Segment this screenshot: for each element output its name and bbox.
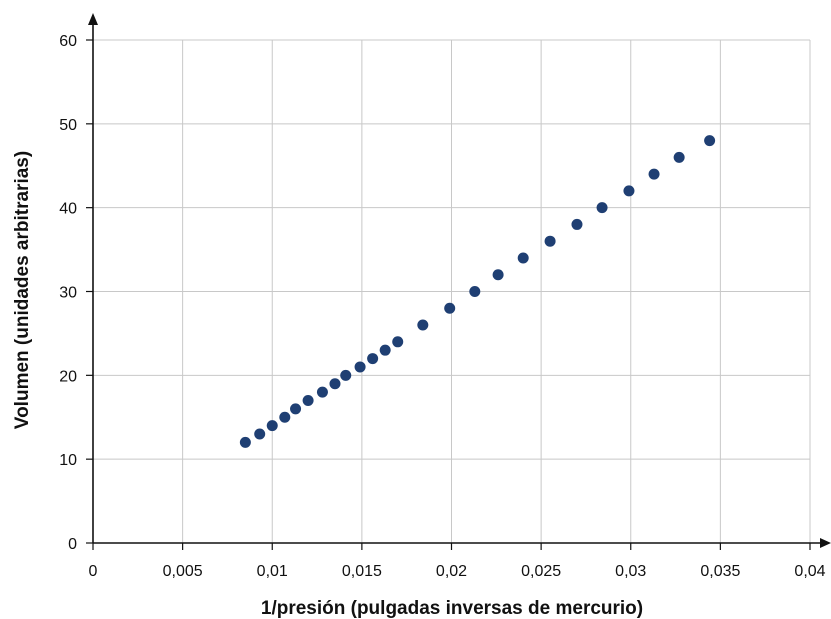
data-point	[444, 302, 456, 314]
x-axis-title: 1/presión (pulgadas inversas de mercurio…	[261, 598, 643, 619]
data-point	[316, 386, 328, 398]
data-point	[673, 151, 685, 163]
data-point	[367, 353, 379, 365]
y-axis-arrow	[88, 13, 98, 25]
x-tick-label: 0,01	[257, 563, 288, 580]
x-tick-label: 0	[89, 563, 98, 580]
x-tick-label: 0,035	[700, 563, 740, 580]
x-gridlines	[92, 40, 811, 550]
data-point	[648, 168, 660, 180]
data-point	[392, 336, 404, 348]
data-points	[239, 135, 716, 448]
data-point	[492, 269, 504, 281]
data-point	[290, 403, 302, 415]
data-point	[417, 319, 429, 331]
data-point	[596, 202, 608, 214]
y-tick-label: 10	[59, 452, 77, 469]
axes	[88, 13, 831, 548]
data-point	[517, 252, 529, 264]
data-point	[266, 420, 278, 432]
y-axis-title: Volumen (unidades arbitrarias)	[12, 151, 33, 429]
x-tick-label: 0,02	[436, 563, 467, 580]
data-point	[254, 428, 266, 440]
data-point	[544, 235, 556, 247]
y-tick-label: 20	[59, 368, 77, 385]
y-tick-label: 0	[68, 536, 77, 553]
y-tick-label: 40	[59, 201, 77, 218]
x-tick-label: 0,015	[342, 563, 382, 580]
y-tick-label: 50	[59, 117, 77, 134]
data-point	[279, 411, 291, 423]
x-tick-labels: 0 0,005 0,01 0,015 0,02 0,025 0,03 0,035 0,04	[89, 563, 826, 580]
data-point	[302, 394, 314, 406]
y-tick-label: 30	[59, 285, 77, 302]
data-point	[704, 135, 716, 147]
data-point	[379, 344, 391, 356]
x-axis-arrow	[820, 538, 831, 548]
data-point	[329, 378, 341, 390]
y-gridlines	[86, 39, 810, 544]
data-point	[354, 361, 366, 373]
data-point	[340, 369, 352, 381]
y-tick-label: 60	[59, 33, 77, 50]
y-tick-labels: 0 10 20 30 40 50 60	[59, 33, 77, 553]
data-point	[623, 185, 635, 197]
x-tick-label: 0,04	[794, 563, 825, 580]
x-tick-label: 0,025	[521, 563, 561, 580]
data-point	[469, 286, 481, 297]
x-tick-label: 0,03	[615, 563, 646, 580]
x-tick-label: 0,005	[163, 563, 203, 580]
data-point	[239, 436, 251, 448]
data-point	[571, 218, 583, 230]
